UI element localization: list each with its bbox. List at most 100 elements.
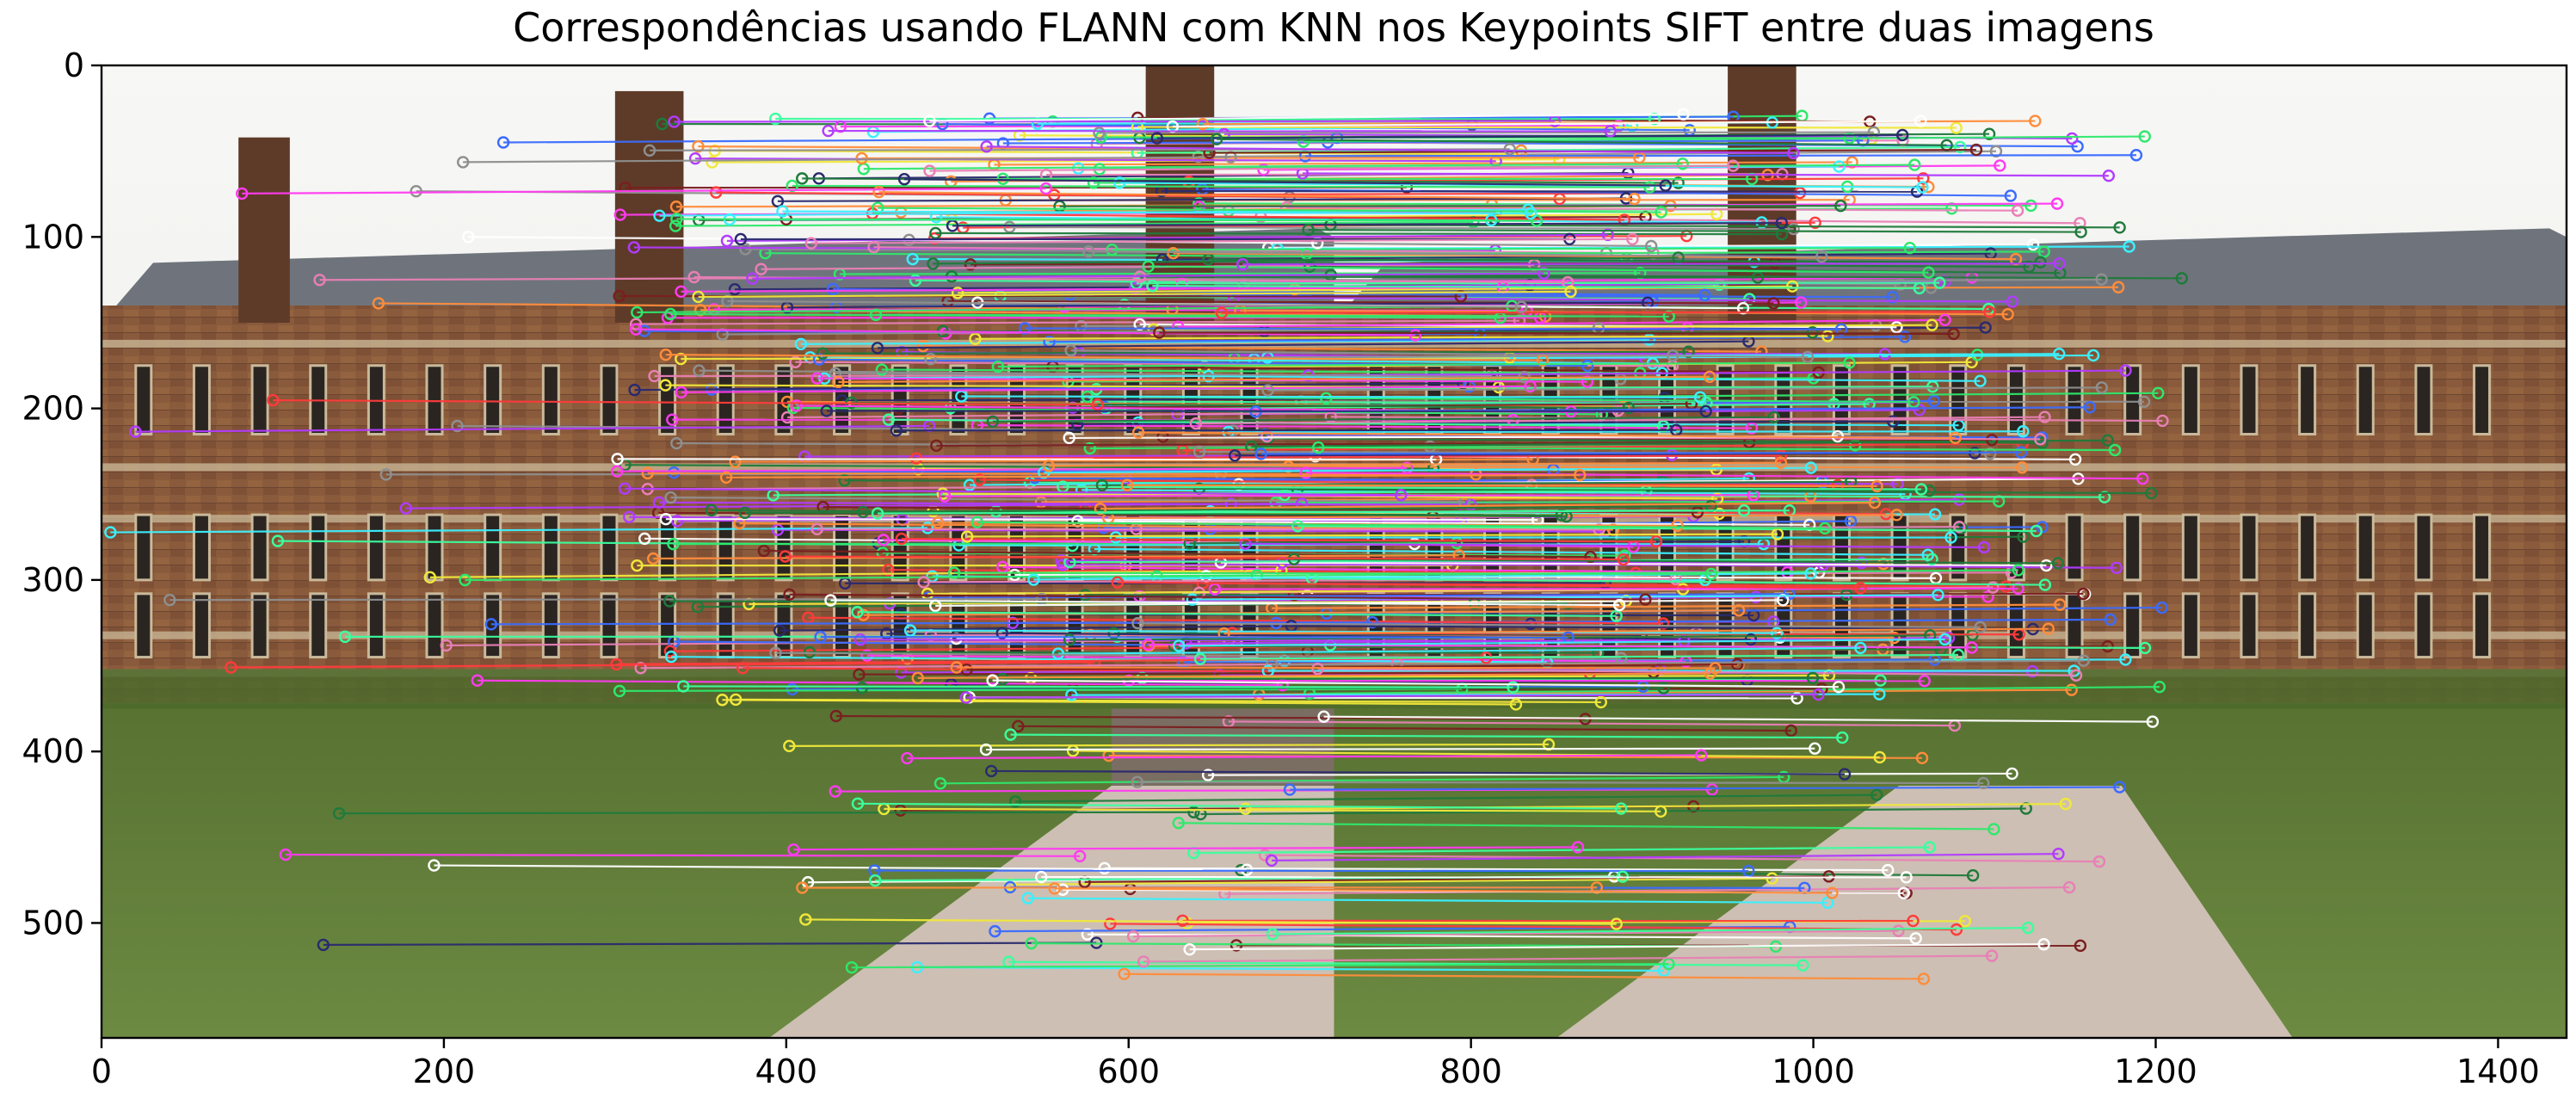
keypoint-marker bbox=[1944, 531, 1957, 544]
match-line bbox=[1137, 781, 1984, 785]
keypoint-marker bbox=[776, 205, 789, 218]
stone-course bbox=[102, 463, 1334, 472]
keypoint-marker bbox=[2040, 559, 2053, 572]
match-line bbox=[625, 487, 1402, 497]
keypoint-marker bbox=[664, 491, 677, 504]
keypoint-marker bbox=[643, 144, 656, 157]
keypoint-marker bbox=[129, 425, 142, 438]
keypoint-marker bbox=[1923, 841, 1937, 854]
keypoint-marker bbox=[1079, 589, 1092, 602]
keypoint-marker bbox=[1890, 509, 1903, 522]
match-line bbox=[1272, 659, 2084, 666]
keypoint-marker bbox=[2054, 598, 2067, 611]
keypoint-marker bbox=[1809, 742, 1821, 755]
match-line bbox=[1025, 327, 1842, 330]
keypoint-marker bbox=[1787, 222, 1800, 236]
match-line bbox=[1310, 686, 2160, 695]
keypoint-marker bbox=[1974, 374, 1987, 387]
keypoint-marker bbox=[1870, 788, 1883, 801]
keypoint-marker bbox=[1804, 461, 1818, 474]
keypoint-marker bbox=[428, 859, 441, 872]
keypoint-marker bbox=[2119, 364, 2132, 377]
keypoint-marker bbox=[959, 691, 973, 704]
keypoint-marker bbox=[1801, 350, 1815, 364]
match-line bbox=[977, 521, 1826, 529]
match-line bbox=[1044, 466, 1811, 474]
keypoint-marker bbox=[1021, 892, 1034, 905]
keypoint-marker bbox=[1312, 441, 1325, 454]
keypoint-marker bbox=[1594, 695, 1607, 709]
keypoint-marker bbox=[2034, 256, 2047, 269]
window bbox=[541, 364, 560, 435]
match-line bbox=[1271, 853, 2059, 861]
window bbox=[2356, 592, 2375, 659]
roof bbox=[102, 228, 1334, 323]
keypoint-match-lines bbox=[104, 108, 2189, 985]
keypoint-marker bbox=[1903, 241, 1916, 255]
keypoint-marker bbox=[838, 474, 851, 487]
keypoint-marker bbox=[2077, 654, 2090, 667]
keypoint-marker bbox=[1027, 573, 1040, 586]
keypoint-marker bbox=[659, 512, 673, 526]
match-line bbox=[683, 685, 1513, 688]
window bbox=[1890, 364, 1909, 435]
keypoint-marker bbox=[1202, 369, 1215, 383]
keypoint-marker bbox=[2086, 349, 2100, 362]
keypoint-marker bbox=[1065, 688, 1078, 701]
keypoint-marker bbox=[1672, 176, 1685, 189]
keypoint-marker bbox=[1977, 776, 1990, 790]
keypoint-marker bbox=[1994, 159, 2006, 172]
match-line bbox=[863, 609, 1740, 616]
photo-half bbox=[102, 65, 1334, 1038]
keypoint-marker bbox=[1705, 783, 1719, 796]
match-line bbox=[878, 191, 1635, 201]
match-line bbox=[792, 184, 1650, 188]
keypoint-marker bbox=[895, 532, 908, 546]
keypoint-marker bbox=[271, 534, 285, 547]
match-line bbox=[1208, 772, 2012, 776]
window bbox=[134, 592, 153, 659]
match-line bbox=[805, 918, 1617, 925]
keypoint-marker bbox=[1133, 318, 1146, 331]
keypoint-marker bbox=[1983, 448, 1997, 460]
window bbox=[600, 592, 619, 659]
keypoint-marker bbox=[631, 306, 644, 319]
match-line bbox=[878, 207, 1661, 213]
match-line bbox=[722, 699, 1516, 706]
keypoint-marker bbox=[1870, 479, 1883, 493]
match-line bbox=[1245, 542, 1985, 549]
keypoint-marker bbox=[628, 383, 641, 397]
keypoint-marker bbox=[1950, 923, 1963, 936]
keypoint-marker bbox=[814, 630, 827, 644]
keypoint-marker bbox=[2069, 669, 2083, 682]
match-line bbox=[1127, 484, 1877, 488]
keypoint-marker bbox=[728, 283, 742, 296]
keypoint-marker bbox=[1886, 290, 1899, 304]
keypoint-marker bbox=[1187, 806, 1200, 818]
keypoint-marker bbox=[1854, 641, 1867, 655]
match-line bbox=[670, 312, 1501, 319]
keypoint-marker bbox=[1091, 398, 1104, 411]
window bbox=[192, 592, 211, 659]
keypoint-marker bbox=[853, 668, 866, 681]
keypoint-marker bbox=[225, 661, 237, 674]
keypoint-marker bbox=[1055, 554, 1069, 567]
keypoint-marker bbox=[1775, 216, 1788, 230]
window bbox=[250, 592, 269, 659]
match-line bbox=[1137, 126, 1957, 129]
keypoint-marker bbox=[923, 164, 936, 177]
keypoint-marker bbox=[1985, 949, 1999, 962]
keypoint-marker bbox=[769, 112, 782, 126]
keypoint-marker bbox=[786, 682, 799, 696]
keypoint-marker bbox=[789, 355, 802, 368]
keypoint-marker bbox=[1704, 667, 1716, 680]
keypoint-marker bbox=[1644, 239, 1658, 253]
keypoint-marker bbox=[610, 658, 623, 671]
match-line bbox=[874, 869, 1749, 873]
keypoint-marker bbox=[1302, 223, 1315, 237]
keypoint-marker bbox=[1642, 333, 1656, 346]
keypoint-marker bbox=[1826, 886, 1839, 899]
keypoint-marker bbox=[1215, 306, 1229, 319]
keypoint-marker bbox=[1172, 817, 1185, 830]
keypoint-marker bbox=[1821, 330, 1834, 343]
